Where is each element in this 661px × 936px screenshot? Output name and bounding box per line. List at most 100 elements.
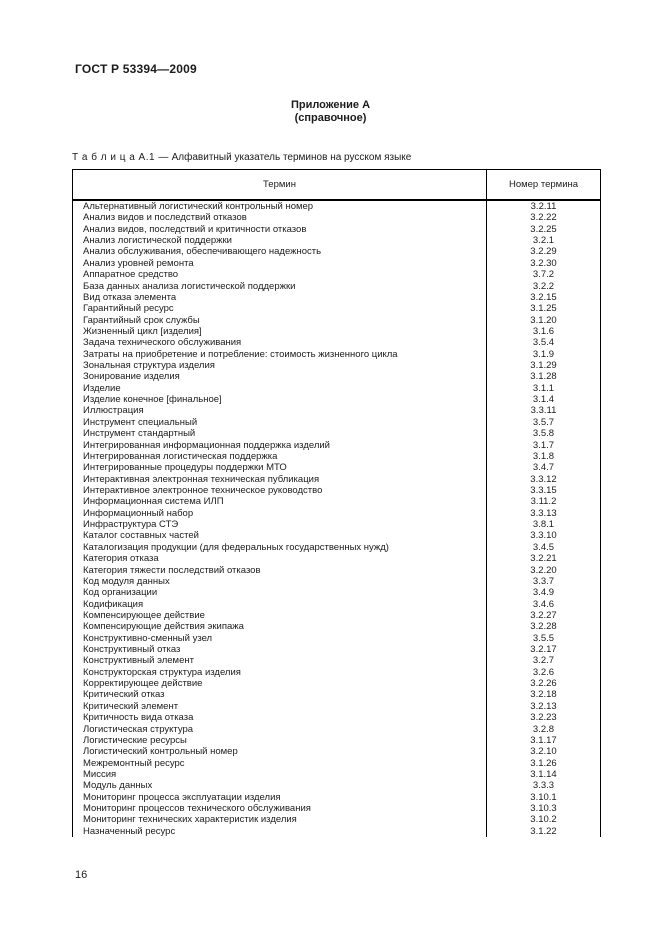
term-cell: Интерактивное электронное техническое ру…	[73, 484, 487, 497]
term-number-cell: 3.10.1	[530, 791, 557, 803]
term-number-cell: 3.4.6	[532, 598, 555, 610]
table-row: Инфраструктура СТЭ 3.8.1	[73, 519, 600, 531]
term-cell: Конструкторская структура изделия	[73, 666, 487, 679]
table-row: Информационный набор 3.3.13	[73, 507, 600, 520]
term-cell: Анализ видов, последствий и критичности …	[73, 223, 487, 236]
term-number-cell: 3.2.29	[530, 246, 557, 258]
appendix-title: Приложение А	[290, 99, 371, 111]
term-number-cell: 3.3.7	[532, 575, 555, 587]
table-row: Альтернативный логистический контрольный…	[73, 201, 600, 213]
table-row: Задача технического обслуживания 3.5.4	[73, 337, 600, 349]
term-cell: Интегрированная логистическая поддержка	[73, 450, 487, 463]
term-number-cell: 3.2.13	[530, 700, 557, 712]
term-number-cell: 3.3.10	[530, 530, 557, 542]
document-code: ГОСТ Р 53394—2009	[75, 62, 197, 76]
term-number-cell: 3.2.7	[532, 655, 555, 667]
term-number-cell: 3.2.15	[530, 291, 557, 303]
column-header-term: Термин	[73, 170, 487, 199]
term-cell: Межремонтный ресурс	[73, 757, 487, 769]
term-cell: Логистический контрольный номер	[73, 746, 487, 758]
table-row: Инструмент специальный 3.5.7	[73, 416, 600, 429]
table-row: Мониторинг процессов технического обслуж…	[73, 803, 600, 815]
table-row: Интегрированные процедуры поддержки МТО 3…	[73, 462, 600, 474]
table-row: Назначенный ресурс 3.1.22	[73, 825, 600, 838]
table-row: Анализ видов, последствий и критичности …	[73, 223, 600, 236]
term-cell: Категория тяжести последствий отказов	[73, 564, 487, 576]
table-row: Аппаратное средство 3.7.2	[73, 269, 600, 281]
table-row: Категория тяжести последствий отказов 3.2…	[73, 564, 600, 576]
table-row: Код организации 3.4.9	[73, 587, 600, 599]
term-number-cell: 3.2.10	[530, 746, 557, 758]
table-row: Каталогизация продукции (для федеральных…	[73, 541, 600, 554]
term-number-cell: 3.10.2	[530, 814, 557, 826]
table-row: Критический отказ 3.2.18	[73, 689, 600, 701]
table-row: Изделие 3.1.1	[73, 382, 600, 395]
term-number-cell: 3.7.2	[532, 269, 555, 281]
term-number-cell: 3.2.30	[530, 257, 557, 269]
table-row: Категория отказа 3.2.21	[73, 553, 600, 565]
table-row: Код модуля данных 3.3.7	[73, 575, 600, 588]
term-cell: Мониторинг технических характеристик изд…	[73, 814, 487, 826]
term-number-cell: 3.5.7	[532, 416, 555, 428]
term-number-cell: 3.1.8	[532, 450, 555, 462]
table-row: Мониторинг процесса эксплуатации изделия…	[73, 791, 600, 804]
table-row: Инструмент стандартный 3.5.8	[73, 428, 600, 440]
term-cell: Категория отказа	[73, 553, 487, 565]
term-number-cell: 3.1.28	[530, 371, 557, 383]
term-number-cell: 3.3.11	[530, 405, 557, 417]
term-number-cell: 3.5.4	[532, 337, 555, 349]
table-caption: Т а б л и ц а А.1 — Алфавитный указатель…	[72, 152, 411, 163]
term-number-cell: 3.4.9	[532, 587, 555, 599]
term-cell: Назначенный ресурс	[73, 825, 487, 838]
term-cell: Инструмент стандартный	[73, 428, 487, 440]
term-cell: Критический отказ	[73, 689, 487, 701]
table-row: Логистический контрольный номер 3.2.10	[73, 746, 600, 758]
term-cell: Анализ логистической поддержки	[73, 235, 487, 247]
term-number-cell: 3.2.2	[532, 280, 555, 292]
term-cell: Интегрированная информационная поддержка…	[73, 439, 487, 451]
table-row: Компенсирующие действия экипажа 3.2.28	[73, 621, 600, 633]
term-cell: Кодификация	[73, 598, 487, 610]
term-cell: База данных анализа логистической поддер…	[73, 280, 487, 292]
term-cell: Каталогизация продукции (для федеральных…	[73, 541, 487, 554]
table-row: Конструктивный элемент 3.2.7	[73, 655, 600, 667]
table-row: Критичность вида отказа 3.2.23	[73, 712, 600, 724]
term-cell: Код организации	[73, 587, 487, 599]
table-row: Компенсирующее действие 3.2.27	[73, 609, 600, 622]
table-row: Конструкторская структура изделия 3.2.6	[73, 666, 600, 679]
term-number-cell: 3.2.18	[530, 689, 557, 701]
term-cell: Миссия	[73, 768, 487, 781]
term-number-cell: 3.1.25	[530, 303, 557, 315]
term-number-cell: 3.1.4	[532, 394, 555, 406]
term-number-cell: 3.1.22	[530, 825, 557, 837]
term-number-cell: 3.8.1	[532, 519, 555, 531]
table-row: Гарантийный ресурс 3.1.25	[73, 303, 600, 315]
term-number-cell: 3.2.11	[530, 201, 557, 212]
appendix-subtitle: (справочное)	[294, 112, 367, 124]
term-number-cell: 3.1.17	[530, 734, 557, 746]
table-caption-label: Т а б л и ц а А.1 —	[72, 152, 169, 163]
table-row: Изделие конечное [финальное] 3.1.4	[73, 394, 600, 406]
terms-index-table: Термин Номер термина Альтернативный логи…	[72, 169, 601, 838]
term-cell: Анализ обслуживания, обеспечивающего над…	[73, 246, 487, 258]
term-cell: Мониторинг процесса эксплуатации изделия	[73, 791, 487, 804]
table-row: Каталог составных частей 3.3.10	[73, 530, 600, 542]
table-row: Кодификация 3.4.6	[73, 598, 600, 610]
term-cell: Конструктивно-сменный узел	[73, 632, 487, 645]
term-number-cell: 3.1.6	[532, 325, 555, 337]
term-number-cell: 3.5.8	[532, 428, 555, 440]
table-header-row: Термин Номер термина	[73, 170, 600, 201]
term-cell: Критичность вида отказа	[73, 712, 487, 724]
term-number-cell: 3.1.29	[530, 360, 557, 372]
term-number-cell: 3.1.1	[532, 382, 555, 394]
term-cell: Изделие конечное [финальное]	[73, 394, 487, 406]
term-cell: Затраты на приобретение и потребление: с…	[73, 348, 487, 361]
term-number-cell: 3.2.28	[530, 621, 557, 633]
term-cell: Мониторинг процессов технического обслуж…	[73, 803, 487, 815]
table-row: Конструктивный отказ 3.2.17	[73, 644, 600, 656]
table-row: Корректирующее действие 3.2.26	[73, 678, 600, 690]
table-row: Анализ обслуживания, обеспечивающего над…	[73, 246, 600, 258]
table-row: Критический элемент 3.2.13	[73, 700, 600, 713]
table-row: Логистическая структура 3.2.8	[73, 723, 600, 735]
